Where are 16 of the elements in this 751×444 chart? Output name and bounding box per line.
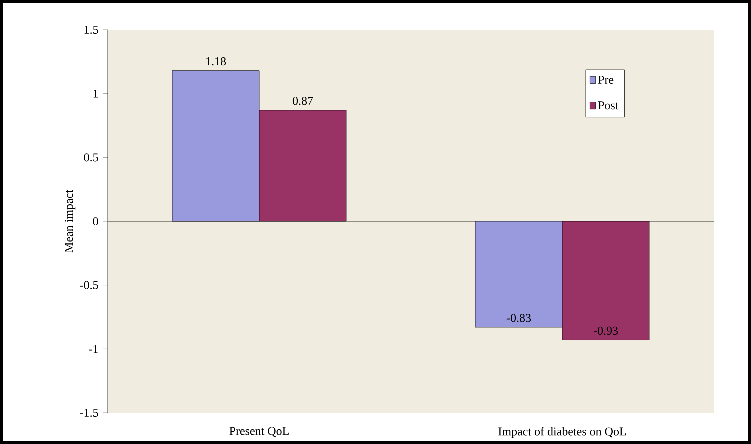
y-tick-label: 0 (93, 217, 98, 226)
data-label: 1.18 (206, 57, 226, 66)
y-tick-label: 1 (94, 90, 98, 98)
y-tick-label: -1 (89, 345, 98, 354)
y-tick-label: 0.5 (84, 154, 98, 162)
legend-label: Post (598, 102, 619, 110)
y-tick-label: -1.5 (80, 408, 98, 418)
legend-label: Pre (598, 76, 614, 84)
y-axis-title: Mean impact (65, 190, 76, 253)
y-tick-label: -0.5 (80, 281, 98, 290)
x-tick-label: Impact of diabetes on QoL (498, 427, 626, 438)
data-label: 0.87 (292, 97, 314, 106)
x-tick-label: Present QoL (230, 427, 289, 438)
y-tick-label: 1.5 (84, 26, 98, 34)
data-label: -0.93 (594, 326, 618, 336)
data-label: -0.83 (506, 314, 532, 322)
